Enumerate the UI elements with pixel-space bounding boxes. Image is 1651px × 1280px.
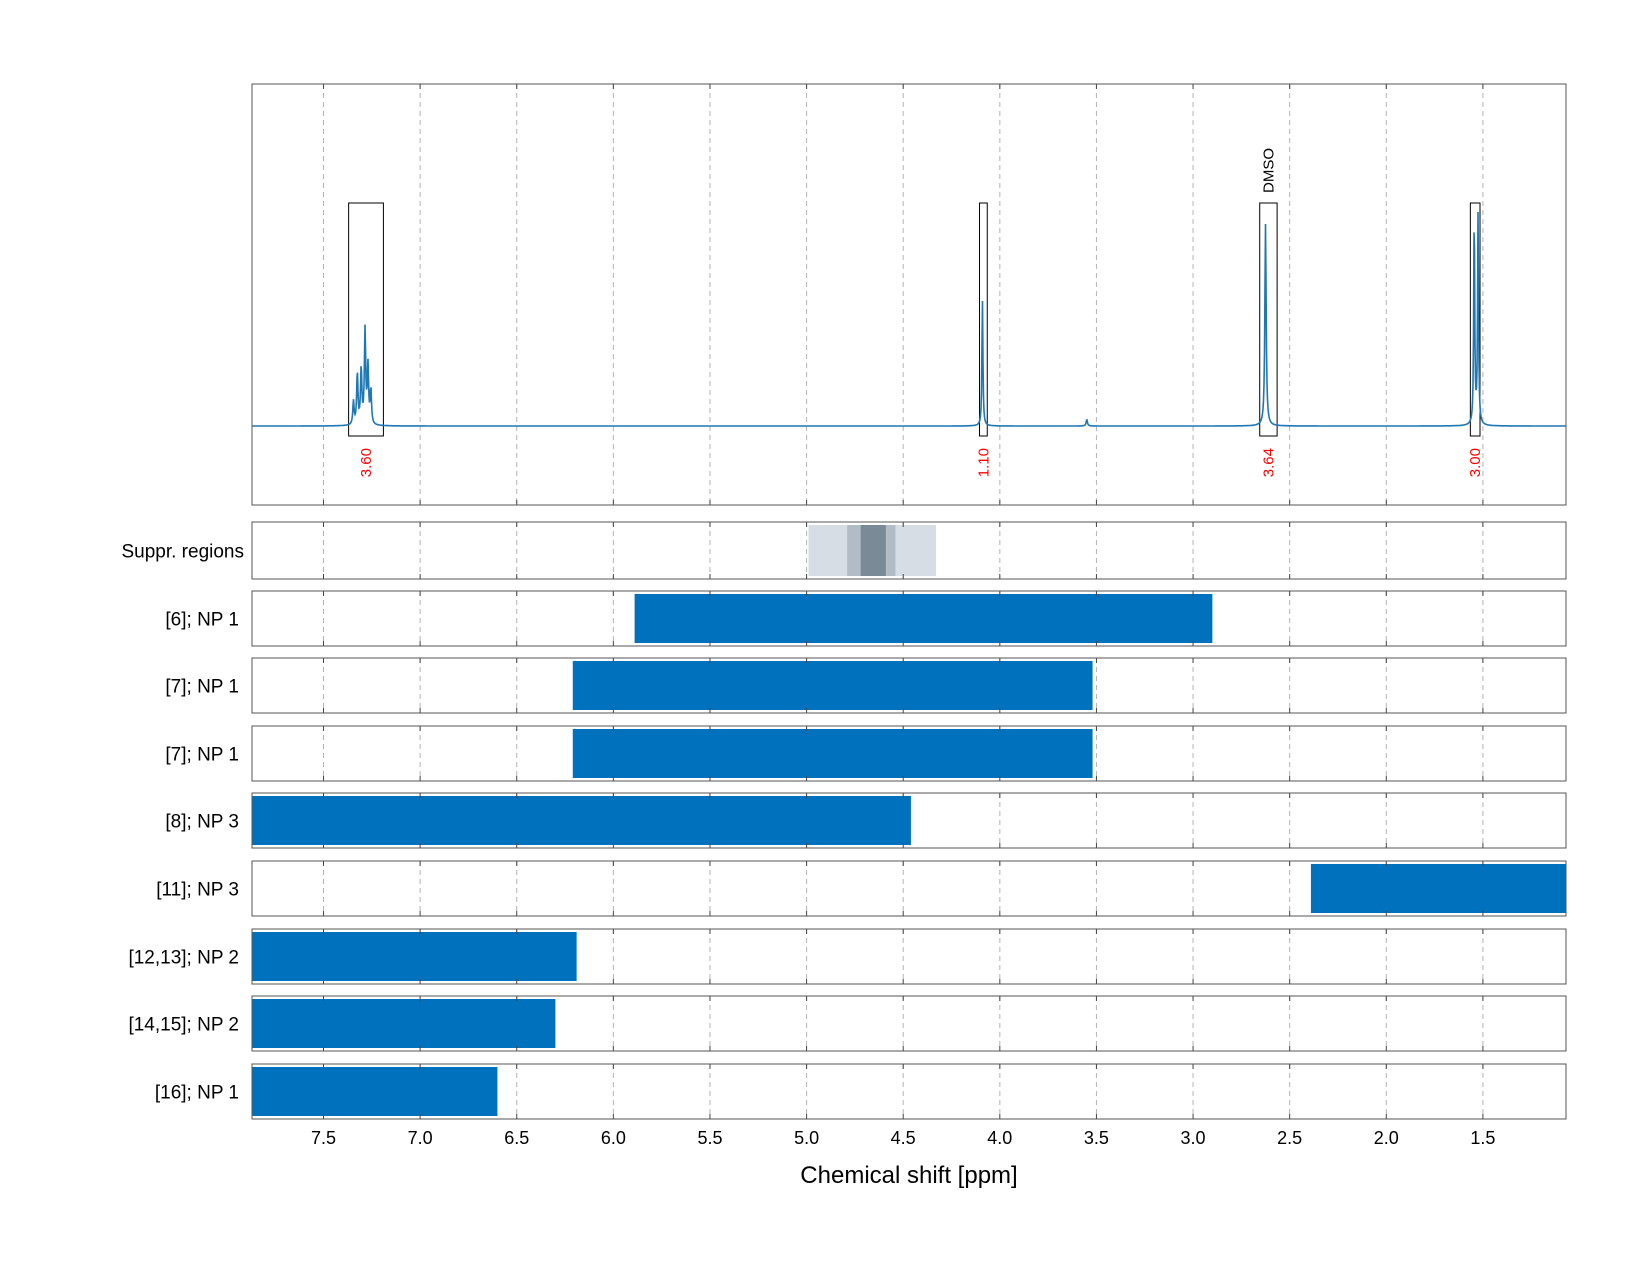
x-tick-label-10: 2.5 bbox=[1277, 1128, 1302, 1148]
integral-box-1 bbox=[979, 202, 988, 437]
range-row-label-4: [11]; NP 3 bbox=[156, 880, 239, 901]
suppression-row-label: Suppr. regions bbox=[121, 542, 244, 563]
x-tick-label-5: 5.0 bbox=[794, 1128, 819, 1148]
x-tick-label-12: 1.5 bbox=[1470, 1128, 1495, 1148]
range-row-label-3: [8]; NP 3 bbox=[165, 812, 239, 833]
x-tick-label-4: 5.5 bbox=[697, 1128, 722, 1148]
spectrum-panel-bg bbox=[252, 84, 1566, 505]
range-panel-frame-2 bbox=[251, 725, 1567, 782]
x-tick-label-0: 7.5 bbox=[311, 1128, 336, 1148]
range-panel-frame-7 bbox=[251, 1063, 1567, 1120]
range-row-label-2: [7]; NP 1 bbox=[165, 745, 239, 766]
x-tick-label-9: 3.0 bbox=[1181, 1128, 1206, 1148]
range-panel-frame-4 bbox=[251, 860, 1567, 917]
range-bar-3 bbox=[252, 796, 911, 845]
integral-annotation-label-2: DMSO bbox=[1260, 148, 1277, 193]
x-tick-label-3: 6.0 bbox=[601, 1128, 626, 1148]
range-row-label-6: [14,15]; NP 2 bbox=[128, 1015, 239, 1036]
range-panel-frame-3 bbox=[251, 792, 1567, 849]
x-axis-title: Chemical shift [ppm] bbox=[800, 1162, 1017, 1189]
range-row-label-0: [6]; NP 1 bbox=[165, 610, 239, 631]
range-bar-5 bbox=[252, 932, 577, 981]
integral-value-label-1: 1.10 bbox=[975, 448, 992, 477]
integral-value-label-3: 3.00 bbox=[1467, 448, 1484, 477]
range-bar-6 bbox=[252, 999, 556, 1048]
x-tick-label-2: 6.5 bbox=[504, 1128, 529, 1148]
range-bar-1 bbox=[572, 661, 1093, 710]
x-tick-label-11: 2.0 bbox=[1374, 1128, 1399, 1148]
spectrum-panel-frame bbox=[251, 83, 1567, 506]
range-bar-7 bbox=[252, 1067, 498, 1116]
range-row-label-7: [16]; NP 1 bbox=[155, 1083, 239, 1104]
x-tick-label-6: 4.5 bbox=[891, 1128, 916, 1148]
range-panel-frame-6 bbox=[251, 995, 1567, 1052]
range-row-label-1: [7]; NP 1 bbox=[165, 677, 239, 698]
x-tick-label-8: 3.5 bbox=[1084, 1128, 1109, 1148]
integral-box-3 bbox=[1469, 202, 1481, 437]
range-panel-frame-0 bbox=[251, 590, 1567, 647]
range-bar-2 bbox=[572, 729, 1093, 778]
range-row-label-5: [12,13]; NP 2 bbox=[128, 948, 239, 969]
range-bar-4 bbox=[1310, 864, 1566, 913]
range-bar-0 bbox=[634, 594, 1213, 643]
suppression-region-2 bbox=[860, 525, 886, 576]
integral-value-label-2: 3.64 bbox=[1260, 448, 1277, 477]
x-tick-label-1: 7.0 bbox=[408, 1128, 433, 1148]
spectrum-line bbox=[252, 211, 1566, 427]
integral-box-2 bbox=[1259, 202, 1278, 437]
range-panel-frame-5 bbox=[251, 928, 1567, 985]
x-tick-label-7: 4.0 bbox=[987, 1128, 1012, 1148]
integral-value-label-0: 3.60 bbox=[358, 448, 375, 477]
range-panel-frame-1 bbox=[251, 657, 1567, 714]
suppression-panel-frame bbox=[251, 521, 1567, 580]
integral-box-0 bbox=[348, 202, 384, 437]
